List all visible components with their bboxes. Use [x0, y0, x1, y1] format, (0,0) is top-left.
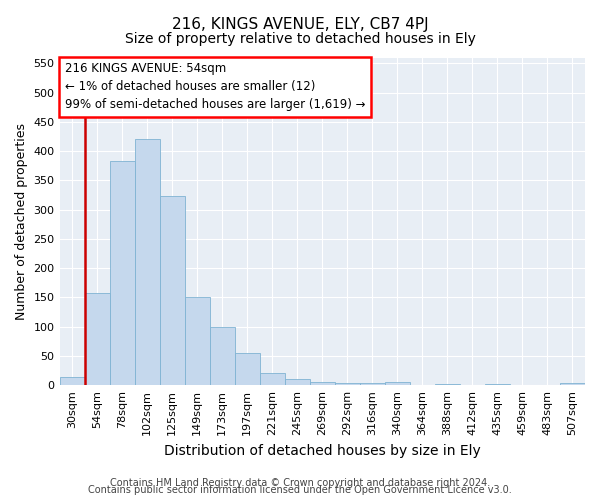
- Text: 216 KINGS AVENUE: 54sqm
← 1% of detached houses are smaller (12)
99% of semi-det: 216 KINGS AVENUE: 54sqm ← 1% of detached…: [65, 62, 365, 112]
- Bar: [535, 384, 560, 385]
- Bar: [59, 377, 85, 385]
- Bar: [410, 384, 435, 385]
- Bar: [485, 384, 510, 385]
- Text: Size of property relative to detached houses in Ely: Size of property relative to detached ho…: [125, 32, 475, 46]
- Bar: [560, 384, 585, 385]
- Text: 216, KINGS AVENUE, ELY, CB7 4PJ: 216, KINGS AVENUE, ELY, CB7 4PJ: [172, 18, 428, 32]
- Text: Contains HM Land Registry data © Crown copyright and database right 2024.: Contains HM Land Registry data © Crown c…: [110, 478, 490, 488]
- Bar: [185, 298, 209, 385]
- Bar: [510, 384, 535, 385]
- Bar: [285, 380, 310, 385]
- Bar: [134, 140, 160, 385]
- Bar: [310, 382, 335, 385]
- Bar: [209, 326, 235, 385]
- Bar: [385, 382, 410, 385]
- Bar: [460, 384, 485, 385]
- Bar: [360, 384, 385, 385]
- Bar: [110, 161, 134, 385]
- Text: Contains public sector information licensed under the Open Government Licence v3: Contains public sector information licen…: [88, 485, 512, 495]
- X-axis label: Distribution of detached houses by size in Ely: Distribution of detached houses by size …: [164, 444, 481, 458]
- Bar: [435, 384, 460, 385]
- Bar: [85, 294, 110, 385]
- Bar: [335, 383, 360, 385]
- Bar: [235, 353, 260, 385]
- Bar: [260, 374, 285, 385]
- Bar: [160, 196, 185, 385]
- Y-axis label: Number of detached properties: Number of detached properties: [15, 123, 28, 320]
